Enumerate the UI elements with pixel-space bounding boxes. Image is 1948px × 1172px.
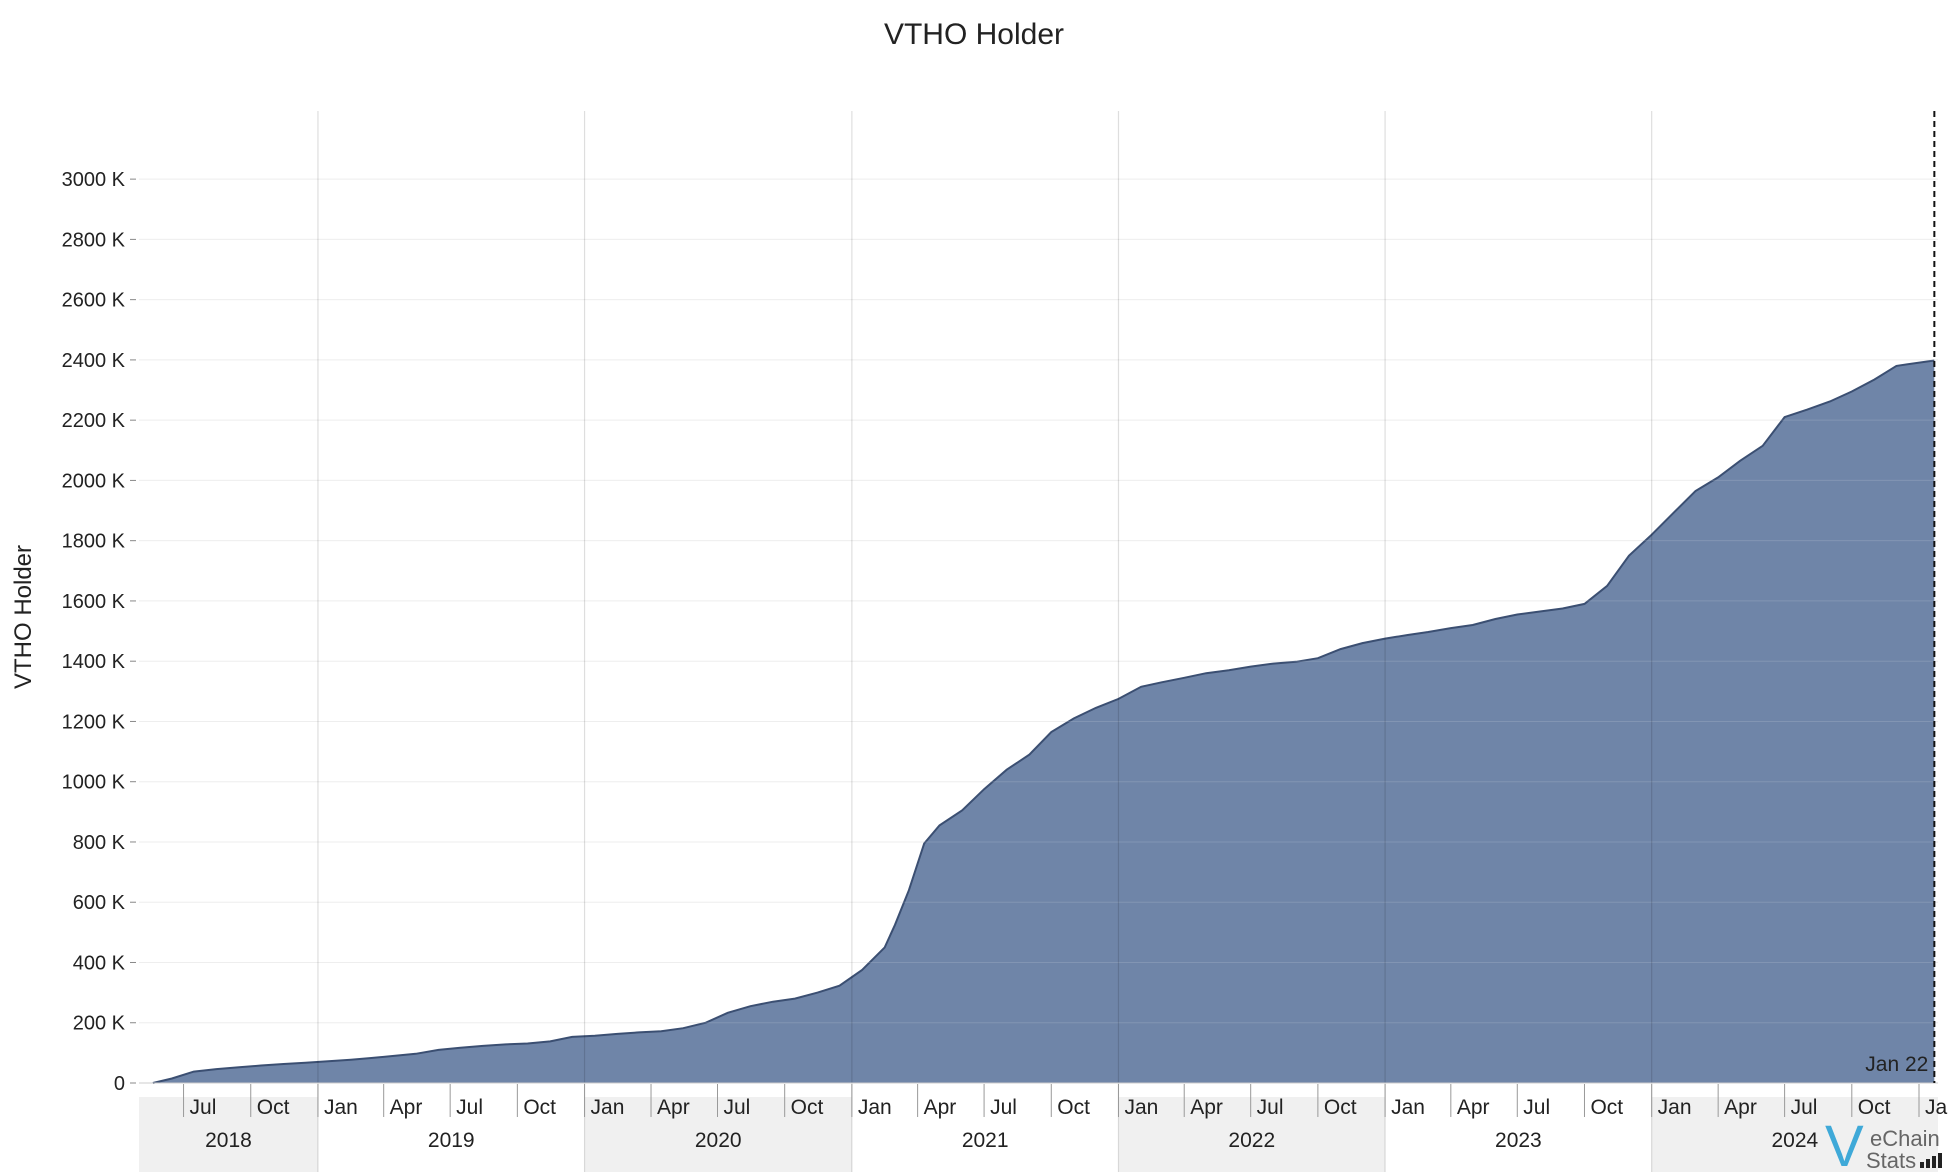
- year-band-2024: [1651, 1097, 1938, 1172]
- x-tick-label: Jan: [1658, 1096, 1692, 1119]
- year-label: 2019: [428, 1129, 475, 1152]
- x-tick-label: Oct: [523, 1096, 556, 1119]
- logo-bar: [1938, 1153, 1942, 1168]
- x-tick-label: Jul: [1523, 1096, 1550, 1119]
- series-area: [139, 178, 1938, 1084]
- logo-letter: V: [1825, 1114, 1864, 1172]
- x-tick-label: Jan: [1391, 1096, 1425, 1119]
- area-line: [152, 359, 1935, 1084]
- logo-line2: Stats: [1866, 1148, 1916, 1172]
- y-tick-label: 0: [114, 1073, 125, 1095]
- y-tick-label: 1400 K: [62, 651, 126, 673]
- x-tick-label: Oct: [1057, 1096, 1090, 1119]
- x-tick-label: Jul: [1257, 1096, 1284, 1119]
- logo-bar: [1932, 1156, 1936, 1168]
- date-annotation: Jan 22: [1865, 111, 1936, 1083]
- year-label: 2021: [962, 1129, 1009, 1152]
- year-label: 2020: [695, 1129, 742, 1152]
- chart-title: VTHO Holder: [884, 18, 1064, 51]
- y-tick-label: 2200 K: [62, 410, 126, 432]
- year-band-2020: [584, 1097, 852, 1172]
- y-tick-label: 800 K: [73, 832, 126, 854]
- year-label: 2022: [1228, 1129, 1275, 1152]
- x-tick-label: Oct: [1590, 1096, 1623, 1119]
- x-tick-label: Jan: [1124, 1096, 1158, 1119]
- x-tick-label: Oct: [257, 1096, 290, 1119]
- y-tick-label: 1800 K: [62, 531, 126, 553]
- x-tick-label: Jul: [723, 1096, 750, 1119]
- x-tick-label: Oct: [791, 1096, 824, 1119]
- year-divider-lines: [317, 111, 1653, 1172]
- y-tick-label: 1200 K: [62, 711, 126, 733]
- year-label: 2018: [205, 1129, 252, 1152]
- year-label: 2023: [1495, 1129, 1542, 1152]
- y-tick-label: 1600 K: [62, 591, 126, 613]
- x-tick-label: Oct: [1858, 1096, 1891, 1119]
- date-marker-label: Jan 22: [1865, 1053, 1928, 1076]
- x-tick-label: Jan: [324, 1096, 358, 1119]
- logo-line1: eChain: [1870, 1126, 1940, 1151]
- x-tick-label: Jul: [990, 1096, 1017, 1119]
- area-fill: [152, 360, 1935, 1083]
- y-axis-label: VTHO Holder: [10, 545, 37, 689]
- x-tick-label: Jan: [858, 1096, 892, 1119]
- logo-bar: [1926, 1159, 1930, 1168]
- y-tick-label: 3000 K: [62, 169, 126, 191]
- x-tick-label: Jul: [456, 1096, 483, 1119]
- y-tick-label: 2400 K: [62, 350, 126, 372]
- y-tick-label: 2600 K: [62, 290, 126, 312]
- x-tick-label: Apr: [1190, 1096, 1223, 1119]
- y-tick-label: 600 K: [73, 892, 126, 914]
- y-tick-label: 200 K: [73, 1013, 126, 1035]
- x-tick-label: Jul: [190, 1096, 217, 1119]
- x-tick-label: Apr: [1457, 1096, 1490, 1119]
- x-tick-label: Apr: [1724, 1096, 1757, 1119]
- year-label: 2024: [1771, 1129, 1818, 1152]
- y-axis: 0 200 K 400 K 600 K 800 K 1000 K 1200 K 1400 K 1…: [62, 169, 136, 1095]
- x-axis: Jul Oct Jan Apr Jul Oct Jan Apr Jul Oct Jan Apr Jul O…: [139, 1082, 1948, 1152]
- y-tick-label: 1000 K: [62, 772, 126, 794]
- year-band-2022: [1118, 1097, 1386, 1172]
- y-tick-label: 2000 K: [62, 470, 126, 492]
- x-tick-label: Apr: [657, 1096, 690, 1119]
- x-tick-label: Jan: [1925, 1096, 1948, 1119]
- year-bands: [139, 1097, 1938, 1172]
- y-tick-label: 2800 K: [62, 229, 126, 251]
- x-tick-label: Apr: [390, 1096, 423, 1119]
- logo-bar: [1920, 1162, 1924, 1168]
- x-tick-label: Oct: [1324, 1096, 1357, 1119]
- year-band-2018: [139, 1097, 318, 1172]
- x-tick-label: Jan: [591, 1096, 625, 1119]
- y-tick-label: 400 K: [73, 952, 126, 974]
- x-tick-label: Jul: [1791, 1096, 1818, 1119]
- x-tick-label: Apr: [924, 1096, 957, 1119]
